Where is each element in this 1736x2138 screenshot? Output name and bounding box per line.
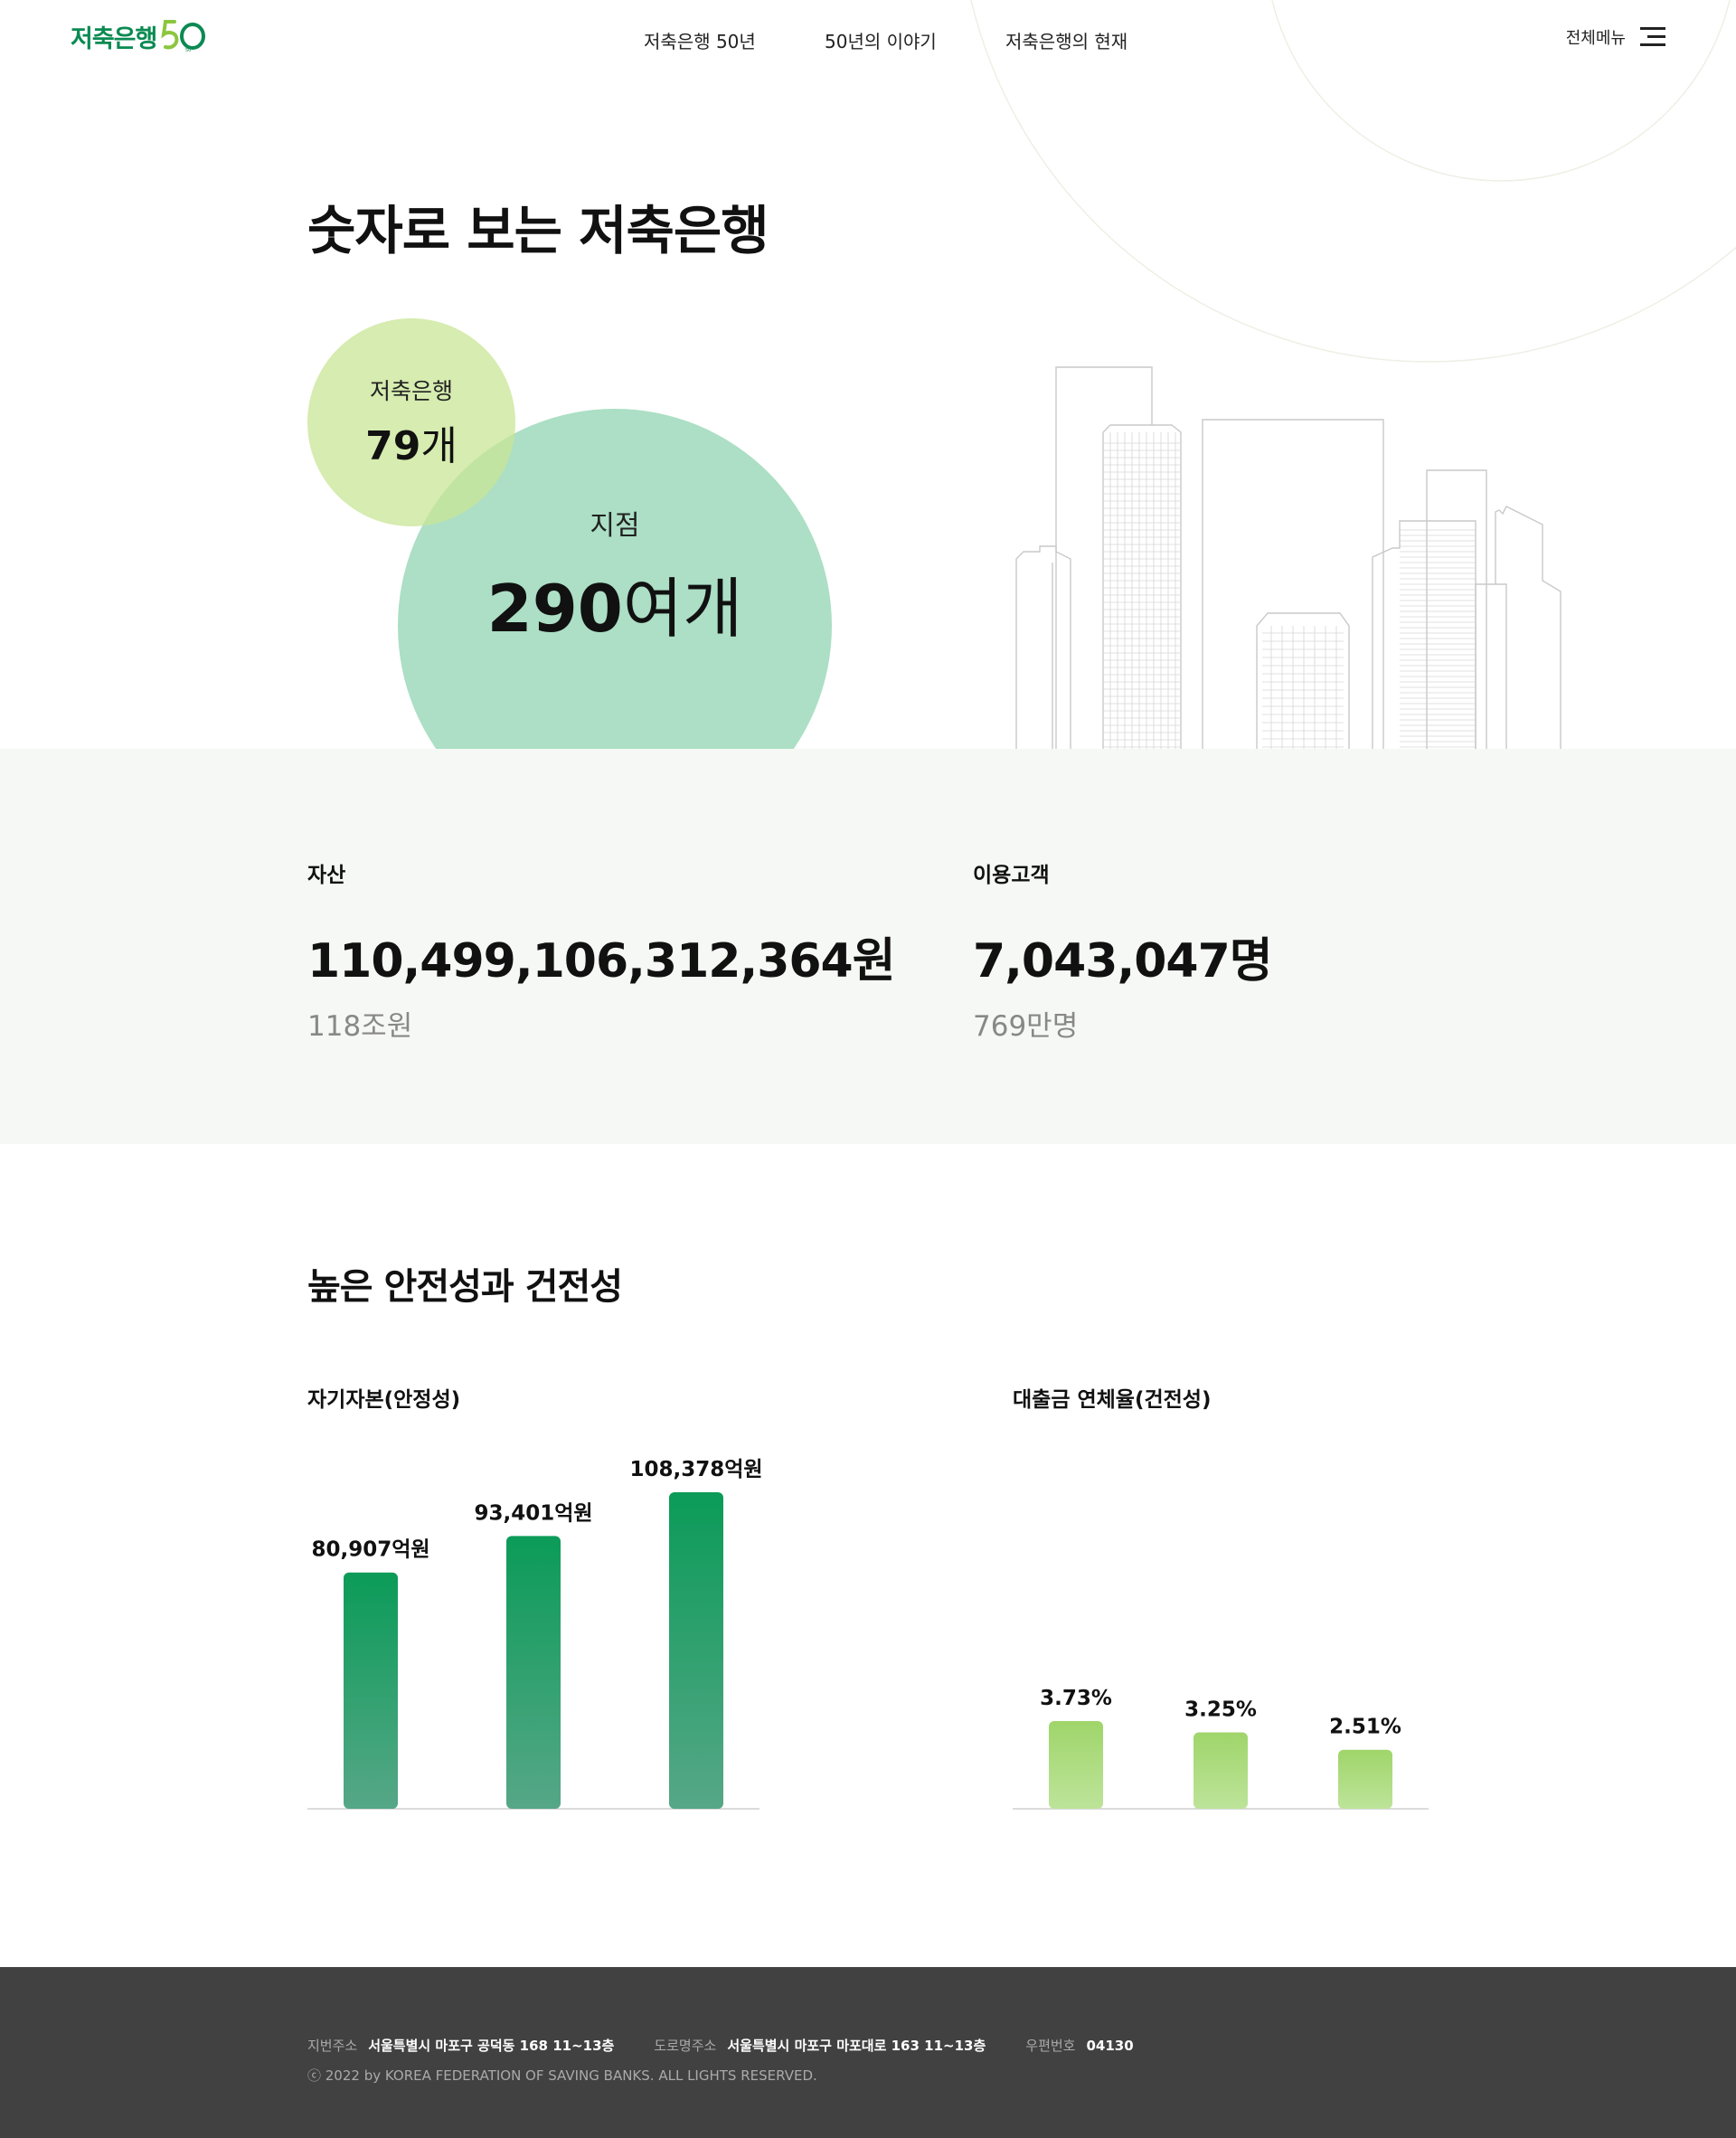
stats-section: 자산 110,499,106,312,364원 118조원 이용고객 7,043… xyxy=(0,749,1736,1144)
customers-stat: 이용고객 7,043,047명 769만명 xyxy=(973,857,1273,1044)
road-address-value: 서울특별시 마포구 마포대로 163 11~13층 xyxy=(727,2038,986,2054)
road-address-label: 도로명주소 xyxy=(654,2038,717,2054)
hero-section: 숫자로 보는 저축은행 저축은행 79개 지점 290여개 xyxy=(0,0,1736,749)
customers-label: 이용고객 xyxy=(973,864,1050,887)
chart-bar xyxy=(1049,1721,1103,1809)
chart-bar xyxy=(1338,1749,1392,1809)
full-menu-label: 전체메뉴 xyxy=(1565,29,1626,48)
lot-address-label: 지번주소 xyxy=(307,2038,358,2054)
full-menu-button[interactable]: 전체메뉴 xyxy=(1566,25,1665,49)
equity-bar-chart: 80,907억원2019년말93,401억원2020년말108,378억원202… xyxy=(307,1458,763,1810)
banks-unit: 개 xyxy=(420,423,458,469)
branches-value: 290여개 xyxy=(487,555,743,650)
safety-section-title: 높은 안전성과 건전성 xyxy=(307,1266,623,1308)
customers-value: 7,043,047명 xyxy=(973,934,1273,989)
nav-item-present[interactable]: 저축은행의 현재 xyxy=(1005,31,1128,52)
assets-sub: 118조원 xyxy=(307,1010,413,1043)
chart-bar xyxy=(506,1536,561,1809)
delinquency-bar-chart: 3.73%2019년말3.25%2020년말2.51%2021년말 xyxy=(1013,1687,1429,1810)
city-skyline-illustration xyxy=(1015,366,1561,749)
banks-value: 79개 xyxy=(365,413,458,471)
logo-text: 저축은행 xyxy=(71,24,157,53)
logo[interactable]: 저축은행 50 xyxy=(71,18,207,54)
page-title: 숫자로 보는 저축은행 xyxy=(307,200,769,261)
zipcode-label: 우편번호 xyxy=(1025,2038,1076,2054)
nav-item-50years[interactable]: 저축은행 50년 xyxy=(644,31,756,52)
equity-chart-title: 자기자본(안정성) xyxy=(307,1388,461,1412)
delinquency-chart-title: 대출금 연체율(건전성) xyxy=(1013,1388,1212,1412)
assets-stat: 자산 110,499,106,312,364원 118조원 xyxy=(307,857,896,1044)
chart-data-label: 3.73% xyxy=(1040,1687,1112,1710)
branches-number: 290 xyxy=(486,570,623,647)
assets-value: 110,499,106,312,364원 xyxy=(307,934,896,989)
chart-data-label: 2.51% xyxy=(1329,1716,1401,1739)
customers-sub: 769만명 xyxy=(973,1010,1079,1043)
logo-badge: 50 xyxy=(185,48,191,53)
banks-count-bubble: 저축은행 79개 xyxy=(307,318,515,526)
chart-data-label: 3.25% xyxy=(1184,1698,1257,1721)
branches-unit: 여개 xyxy=(622,570,743,647)
copyright: ⓒ 2022 by KOREA FEDERATION OF SAVING BAN… xyxy=(307,2067,817,2084)
chart-data-label: 108,378억원 xyxy=(629,1458,762,1481)
chart-bar xyxy=(1194,1732,1248,1809)
site-header: 저축은행 50 저축은행 50년 50년의 이야기 저축은행의 현재 전체메뉴 xyxy=(0,0,1736,81)
footer-address: 지번주소 서울특별시 마포구 공덕동 168 11~13층 도로명주소 서울특별시 마… xyxy=(307,2036,1174,2055)
chart-bar xyxy=(669,1492,723,1809)
chart-bar xyxy=(344,1572,398,1809)
decorative-arc xyxy=(970,0,1736,363)
main-nav: 저축은행 50년 50년의 이야기 저축은행의 현재 xyxy=(0,27,1736,54)
nav-item-story[interactable]: 50년의 이야기 xyxy=(825,31,937,52)
branches-label: 지점 xyxy=(590,509,640,542)
lot-address-value: 서울특별시 마포구 공덕동 168 11~13층 xyxy=(368,2038,615,2054)
assets-label: 자산 xyxy=(307,864,346,887)
chart-data-label: 93,401억원 xyxy=(474,1501,592,1525)
banks-number: 79 xyxy=(365,423,421,469)
hamburger-icon xyxy=(1640,27,1665,47)
banks-label: 저축은행 xyxy=(369,378,453,404)
logo-50-emblem: 50 xyxy=(161,20,206,53)
chart-data-label: 80,907억원 xyxy=(311,1538,429,1562)
zipcode-value: 04130 xyxy=(1086,2038,1134,2054)
site-footer: 지번주소 서울특별시 마포구 공덕동 168 11~13층 도로명주소 서울특별시 마… xyxy=(0,1967,1736,2138)
